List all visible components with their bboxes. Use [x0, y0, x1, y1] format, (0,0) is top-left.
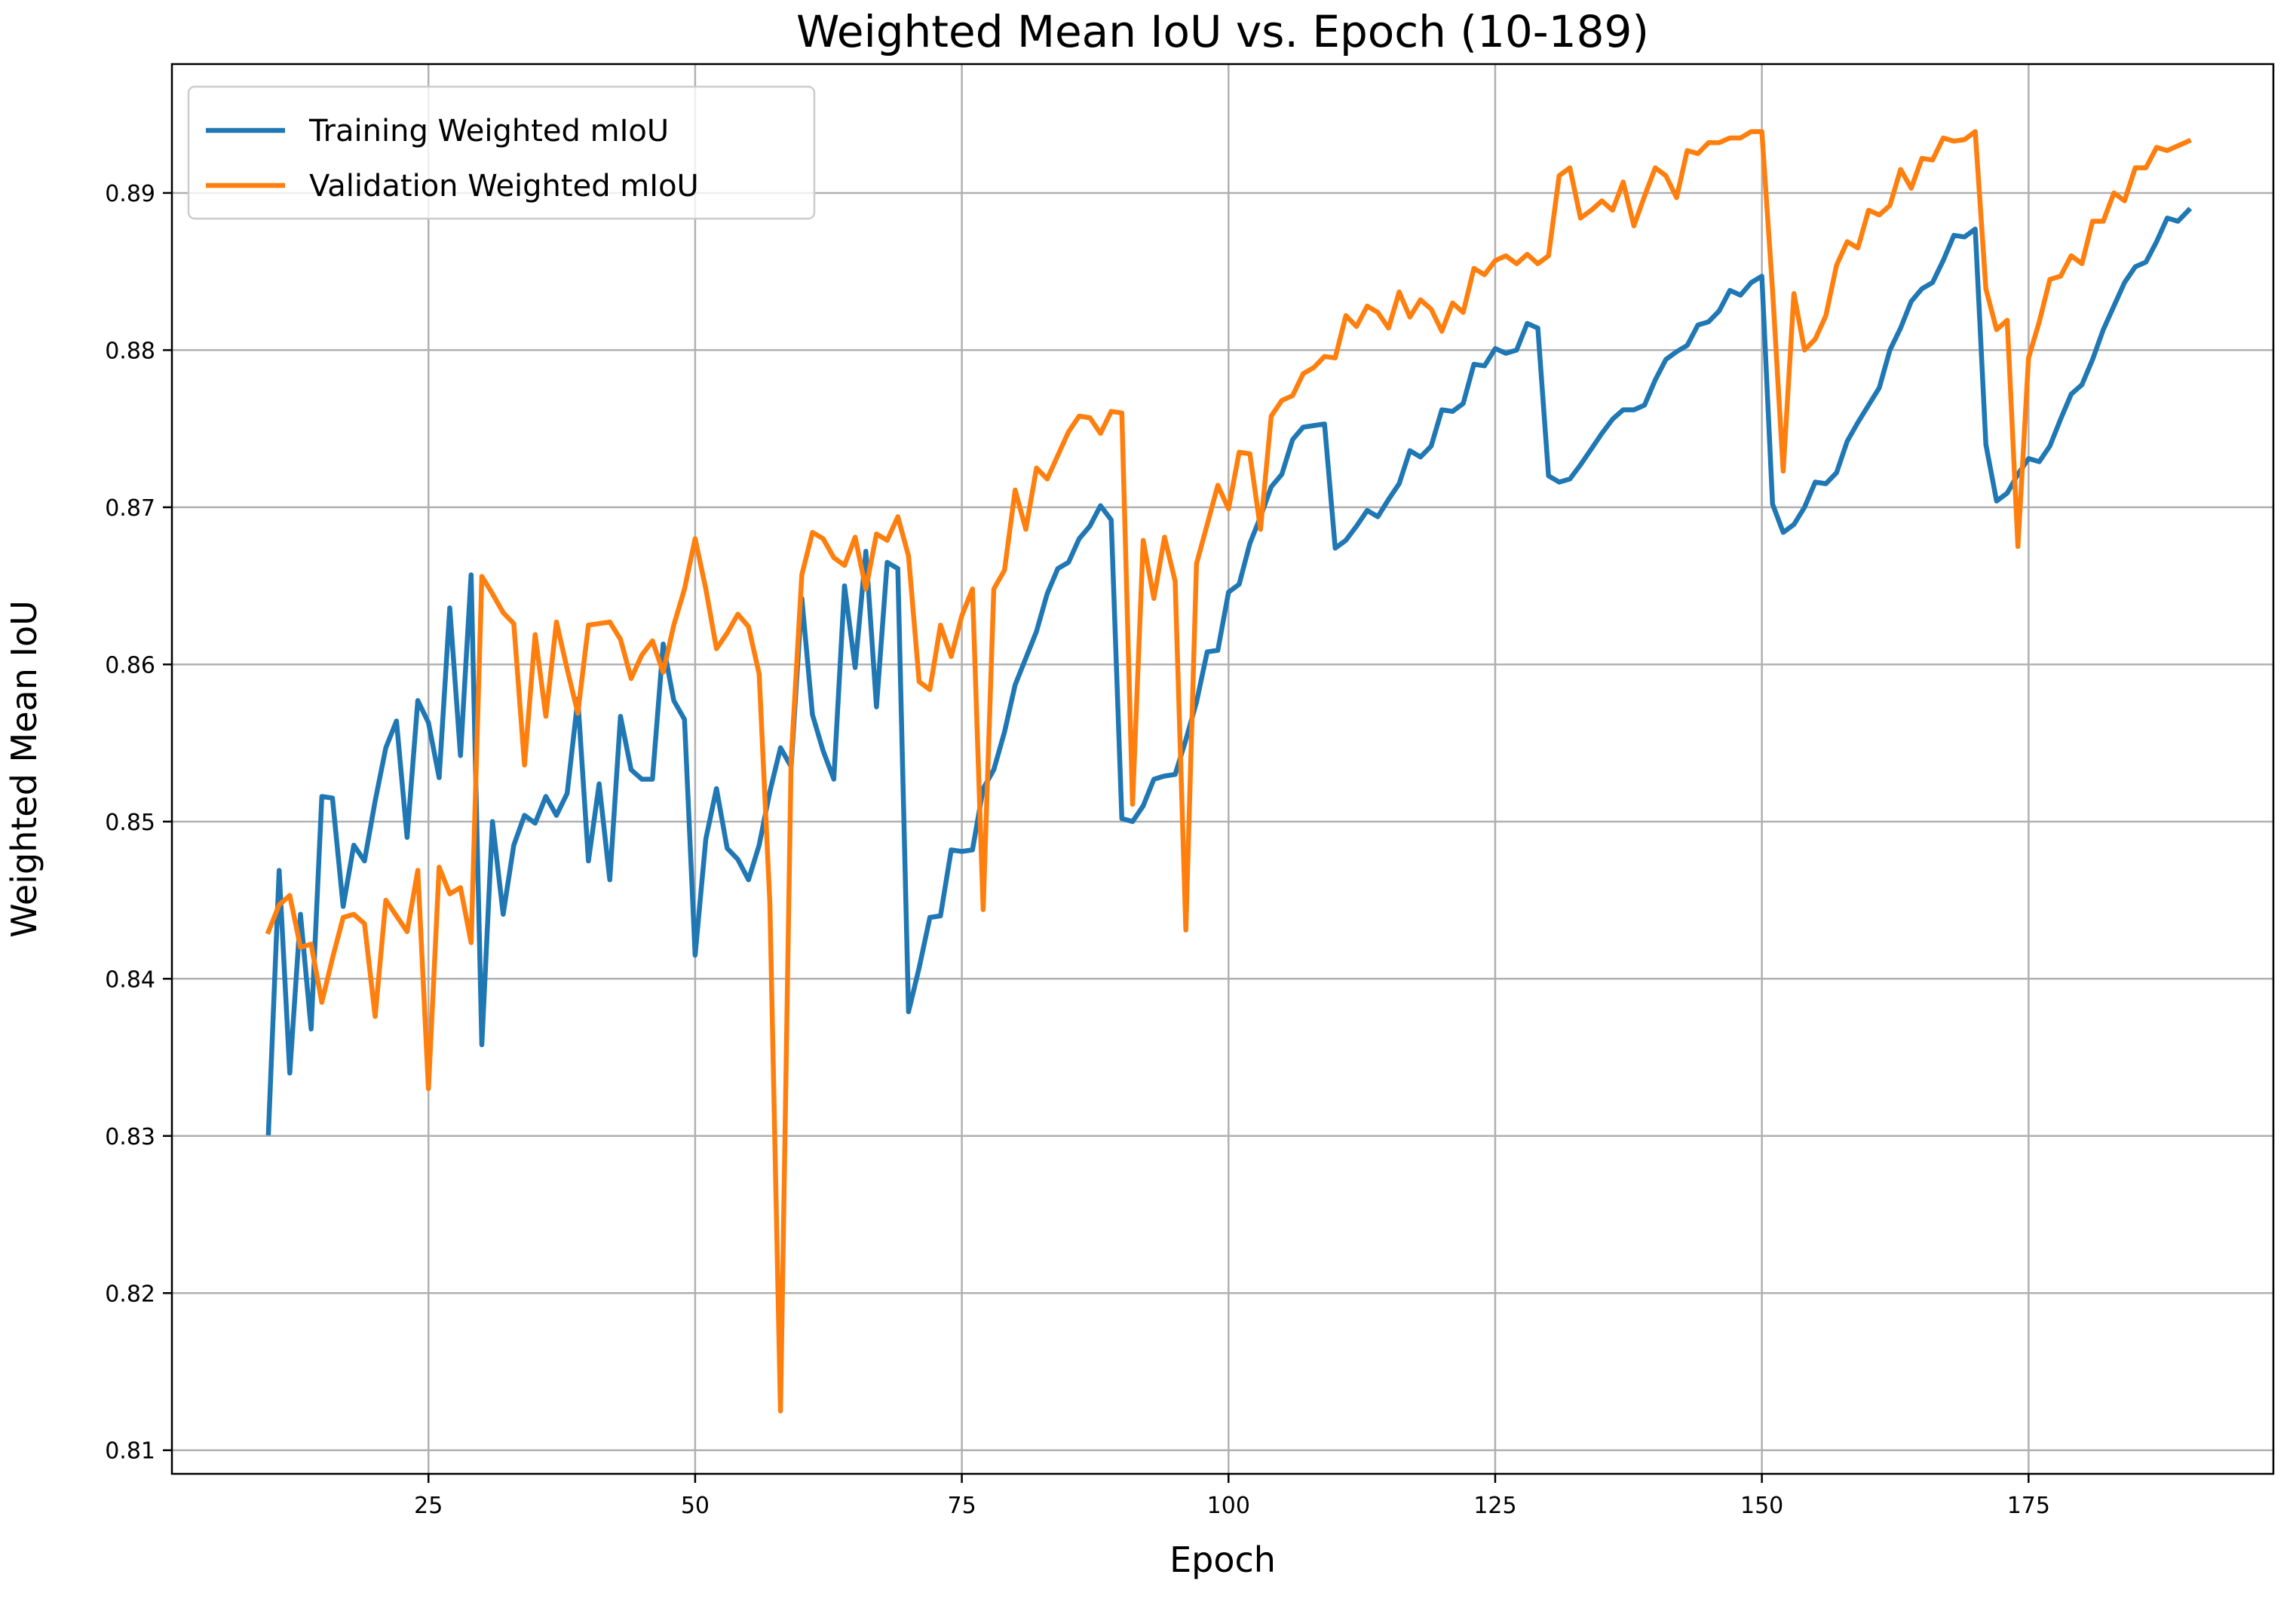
series-line-training	[265, 207, 2193, 1135]
y-tick-label: 0.86	[105, 652, 155, 678]
y-tick-label: 0.85	[105, 810, 155, 836]
series-line-validation	[265, 129, 2192, 1414]
y-tick-label: 0.82	[105, 1281, 155, 1307]
y-axis-title: Weighted Mean IoU	[4, 600, 44, 938]
x-tick-label: 25	[414, 1493, 443, 1519]
x-tick-label: 150	[1740, 1493, 1783, 1519]
x-tick-label: 50	[681, 1493, 710, 1519]
legend: Training Weighted mIoU Validation Weight…	[187, 85, 816, 220]
legend-label-validation: Validation Weighted mIoU	[309, 169, 699, 204]
y-tick-label: 0.88	[105, 338, 155, 364]
legend-box	[187, 85, 816, 220]
legend-label-training: Training Weighted mIoU	[308, 114, 669, 149]
x-tick-label: 100	[1207, 1493, 1250, 1519]
plot-frame	[170, 63, 2275, 1475]
axis-ticks: 25 50 75 100 125 150 175 0.81 0.82 0.83 0.84 0.85 0.…	[105, 181, 2050, 1519]
x-tick-label: 75	[948, 1493, 976, 1519]
x-axis-title: Epoch	[1169, 1539, 1276, 1580]
y-tick-label: 0.87	[105, 495, 155, 522]
y-tick-label: 0.83	[105, 1124, 155, 1150]
grid	[172, 64, 2273, 1474]
y-tick-label: 0.89	[105, 181, 155, 207]
x-tick-label: 175	[2007, 1493, 2050, 1519]
y-tick-label: 0.84	[105, 966, 155, 993]
y-tick-label: 0.81	[105, 1438, 155, 1465]
x-tick-label: 125	[1473, 1493, 1516, 1519]
series-layer	[265, 129, 2193, 1414]
chart-title: Weighted Mean IoU vs. Epoch (10-189)	[796, 6, 1649, 57]
